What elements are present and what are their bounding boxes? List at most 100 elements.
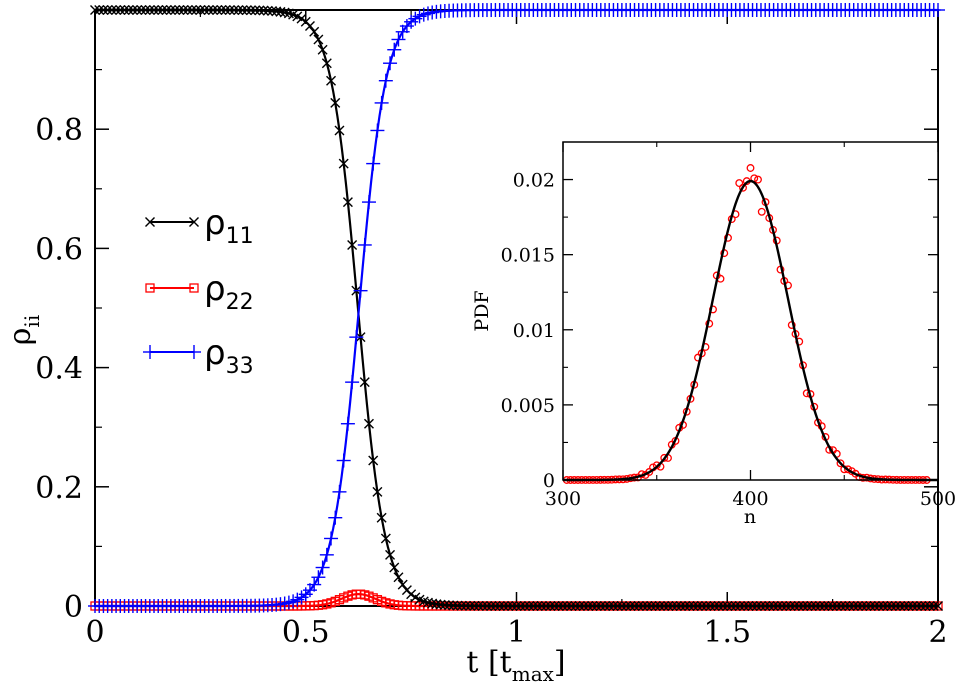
inset-x-tick-label: 400 [732,488,768,510]
series-point-rho-11 [907,601,918,611]
series-point-rho-11 [304,21,315,32]
series-point-rho-11 [465,600,476,611]
series-point-rho-11 [203,5,214,16]
series-point-rho-11 [574,601,585,611]
series-point-rho-11 [747,601,758,611]
series-point-rho-11 [777,601,788,611]
inset-x-tick-label: 300 [545,488,581,510]
series-point-rho-11 [722,601,733,611]
series-point-rho-11 [330,97,341,108]
series-point-rho-11 [94,5,105,15]
series-point-rho-11 [625,601,636,611]
series-point-rho-11 [469,600,480,611]
series-point-rho-11 [199,5,210,16]
series-point-rho-33 [383,56,398,71]
series-point-rho-33 [324,531,339,546]
series-point-rho-11 [212,5,223,16]
series-point-rho-11 [237,5,248,16]
series-point-rho-11 [363,418,374,429]
series-point-rho-11 [895,601,906,611]
series-point-rho-11 [224,5,235,16]
series-point-rho-11 [165,5,176,15]
series-point-rho-11 [334,125,345,136]
series-point-rho-11 [798,601,809,611]
series-point-rho-11 [254,5,265,16]
inset-point [645,468,654,476]
series-point-rho-11 [692,601,703,611]
series-point-rho-33 [340,416,355,431]
legend-entry-rho-33: ρ33 [143,333,254,379]
series-point-rho-11 [435,599,446,610]
legend-marker [145,217,155,227]
series-point-rho-11 [178,5,189,15]
series-point-rho-33 [345,375,360,390]
series-point-rho-11 [667,601,678,611]
series-point-rho-11 [528,601,539,611]
series-point-rho-11 [810,601,821,611]
inset-point [754,175,762,184]
series-point-rho-11 [123,5,134,15]
series-point-rho-11 [511,601,522,611]
series-point-rho-11 [486,600,497,611]
series-point-rho-33 [366,156,381,171]
inset-point [660,453,669,462]
series-point-rho-11 [806,601,817,611]
inset-y-axis-title: PDF [471,290,493,331]
series-point-rho-11 [106,5,117,15]
series-point-rho-11 [482,600,492,611]
series-point-rho-11 [111,5,122,15]
series-point-rho-11 [882,601,893,611]
series-point-rho-11 [924,601,935,611]
series-point-rho-11 [186,5,197,15]
legend-entry-rho-22: ρ22 [145,269,254,315]
series-point-rho-11 [713,601,724,611]
series-point-rho-11 [380,533,391,544]
series-point-rho-33 [336,453,351,468]
series-point-rho-11 [431,599,442,610]
series-point-rho-11 [566,601,577,611]
series-point-rho-11 [519,601,530,611]
series-point-rho-11 [684,601,695,611]
main-x-tick-label: 1.5 [703,615,751,650]
series-point-rho-11 [536,601,547,611]
series-point-rho-11 [347,239,358,250]
series-point-rho-11 [869,601,880,611]
series-point-rho-11 [562,601,573,611]
series-point-rho-11 [389,562,400,573]
series-point-rho-11 [570,601,581,611]
series-point-rho-33 [370,123,385,138]
series-point-rho-11 [734,601,745,611]
series-point-rho-11 [338,158,349,169]
series-point-rho-11 [233,5,244,16]
series-point-rho-11 [258,5,269,16]
series-point-rho-11 [852,601,863,611]
series-point-rho-11 [321,58,332,69]
series-point-rho-11 [127,5,138,15]
series-point-rho-11 [368,455,379,466]
series-point-rho-11 [659,601,670,611]
series-point-rho-11 [406,589,417,600]
series-point-rho-33 [374,95,389,110]
inset-plot-frame [562,141,939,481]
legend-entry-rho-11: ρ11 [145,203,254,249]
series-point-rho-11 [743,601,754,611]
series-point-rho-11 [844,601,855,611]
series-point-rho-11 [873,601,884,611]
series-point-rho-11 [309,26,320,37]
series-point-rho-11 [781,601,792,611]
series-point-rho-11 [878,601,889,611]
series-point-rho-33 [361,195,376,210]
legend-marker [189,283,199,293]
series-point-rho-11 [785,601,796,611]
series-point-rho-11 [890,601,901,611]
series-point-rho-11 [545,601,556,611]
series-point-rho-11 [557,601,568,611]
series-point-rho-11 [840,601,851,611]
series-point-rho-11 [456,600,467,611]
inset-point [746,164,755,172]
series-point-rho-11 [524,601,535,611]
series-point-rho-11 [444,600,455,611]
main-x-axis-title: t [tmax] [466,645,565,686]
series-point-rho-11 [326,75,337,86]
